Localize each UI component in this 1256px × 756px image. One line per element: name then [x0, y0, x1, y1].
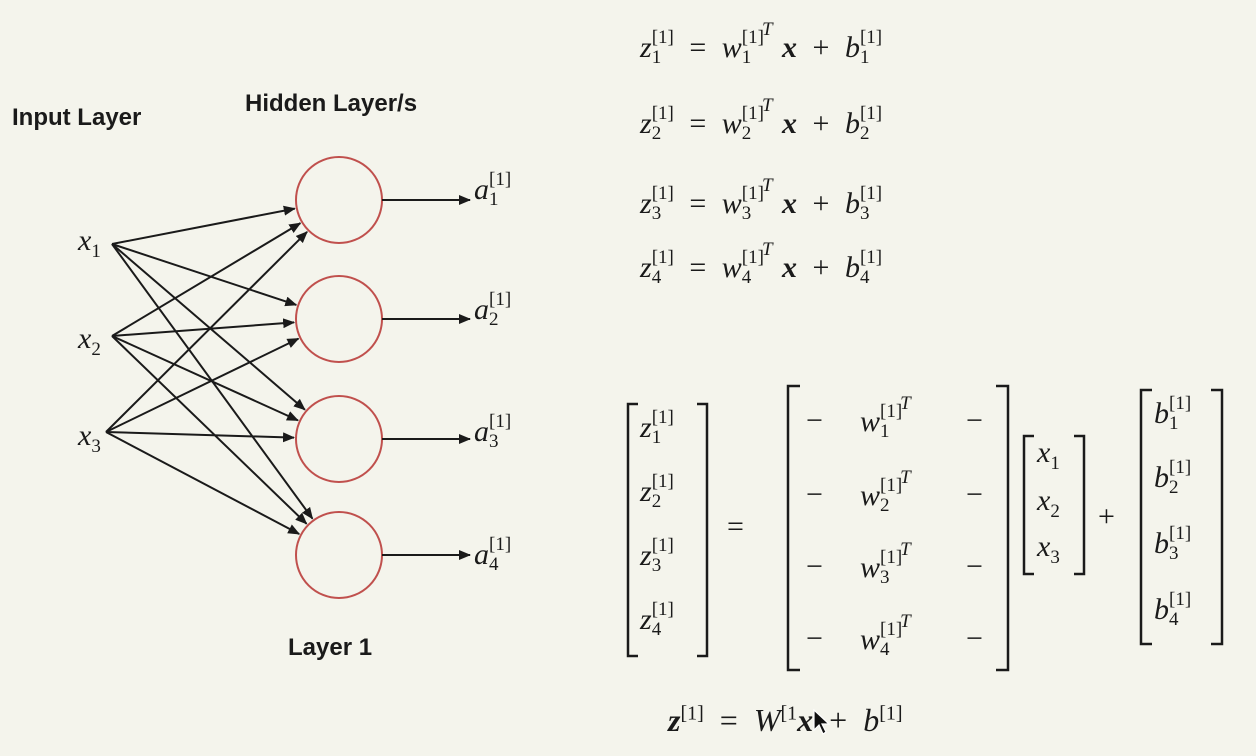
w-row-3-right-dash: − [966, 550, 983, 583]
w-row-1-right-dash: − [966, 404, 983, 437]
edge-x2-to-neuron-3 [111, 335, 299, 422]
b-entry-1: b [1] 1 [1154, 393, 1192, 434]
neural-network-diagram [105, 156, 471, 599]
edge-x3-to-neuron-1 [105, 231, 308, 433]
edge-x2-to-neuron-2 [111, 318, 296, 337]
x-vector-left-bracket [1022, 434, 1034, 576]
w-matrix-right-bracket [996, 384, 1010, 672]
b-vector-left-bracket [1139, 388, 1152, 646]
b-entry-2: b [1] 2 [1154, 457, 1192, 498]
layer-1-label: Layer 1 [288, 634, 373, 661]
edge-x3-to-neuron-2 [105, 337, 300, 433]
edge-x3-to-neuron-4 [105, 431, 301, 535]
vectorized-equation: z[1] = W[1x + b[1] [668, 702, 903, 738]
input-layer-label: Input Layer [12, 104, 142, 131]
w-row-4-right-dash: − [966, 622, 983, 655]
z-vector-right-bracket [697, 402, 709, 658]
z-entry-2: z [1] 2 [640, 471, 674, 512]
x-entry-2: x2 [1037, 484, 1060, 522]
equation-z4: z [1] 4 = w [1] 4 T x + b [1] 4 [640, 238, 883, 288]
b-vector-right-bracket [1211, 388, 1224, 646]
mouse-cursor-icon [813, 708, 831, 735]
w-row-3: w [1] 3 T [860, 538, 911, 588]
input-node-x2: x2 [78, 322, 101, 360]
edge-x3-to-neuron-3 [105, 431, 295, 443]
z-vector-left-bracket [626, 402, 638, 658]
equation-z2: z [1] 2 = w [1] 2 T x + b [1] 2 [640, 94, 883, 144]
connection-arrows [105, 205, 314, 535]
hidden-layer-label: Hidden Layer/s [245, 90, 418, 117]
input-node-x3: x3 [78, 419, 101, 457]
edge-x1-to-neuron-3 [111, 243, 306, 411]
output-a2: a [1] 2 [474, 289, 512, 330]
output-arrows [382, 195, 471, 560]
x-entry-3: x3 [1037, 530, 1060, 568]
z-entry-1: z [1] 1 [640, 407, 674, 448]
x-entry-1: x1 [1037, 436, 1060, 474]
w-row-4: w [1] 4 T [860, 610, 911, 660]
w-row-2-right-dash: − [966, 478, 983, 511]
matrix-plus: + [1098, 500, 1115, 533]
w-row-3-left-dash: − [806, 550, 823, 583]
matrix-equals: = [727, 510, 744, 543]
x-vector-right-bracket [1074, 434, 1086, 576]
edge-x1-to-neuron-1 [111, 205, 296, 245]
w-row-4-left-dash: − [806, 622, 823, 655]
output-a1: a [1] 1 [474, 169, 512, 210]
output-a3: a [1] 3 [474, 411, 512, 452]
input-node-x1: x1 [78, 224, 101, 262]
equation-z3: z [1] 3 = w [1] 3 T x + b [1] 3 [640, 174, 883, 224]
z-entry-3: z [1] 3 [640, 535, 674, 576]
z-entry-4: z [1] 4 [640, 599, 674, 640]
edge-x2-to-neuron-4 [111, 335, 308, 525]
b-entry-4: b [1] 4 [1154, 589, 1192, 630]
w-row-2: w [1] 2 T [860, 466, 911, 516]
w-row-1: w [1] 1 T [860, 392, 911, 442]
b-entry-3: b [1] 3 [1154, 523, 1192, 564]
output-a4: a [1] 4 [474, 534, 512, 575]
equation-z1: z [1] 1 = w [1] 1 T x + b [1] 1 [640, 18, 883, 68]
edge-x2-to-neuron-1 [111, 222, 302, 337]
edge-x1-to-neuron-2 [111, 243, 298, 307]
w-row-1-left-dash: − [806, 404, 823, 437]
w-row-2-left-dash: − [806, 478, 823, 511]
w-matrix-left-bracket [786, 384, 800, 672]
